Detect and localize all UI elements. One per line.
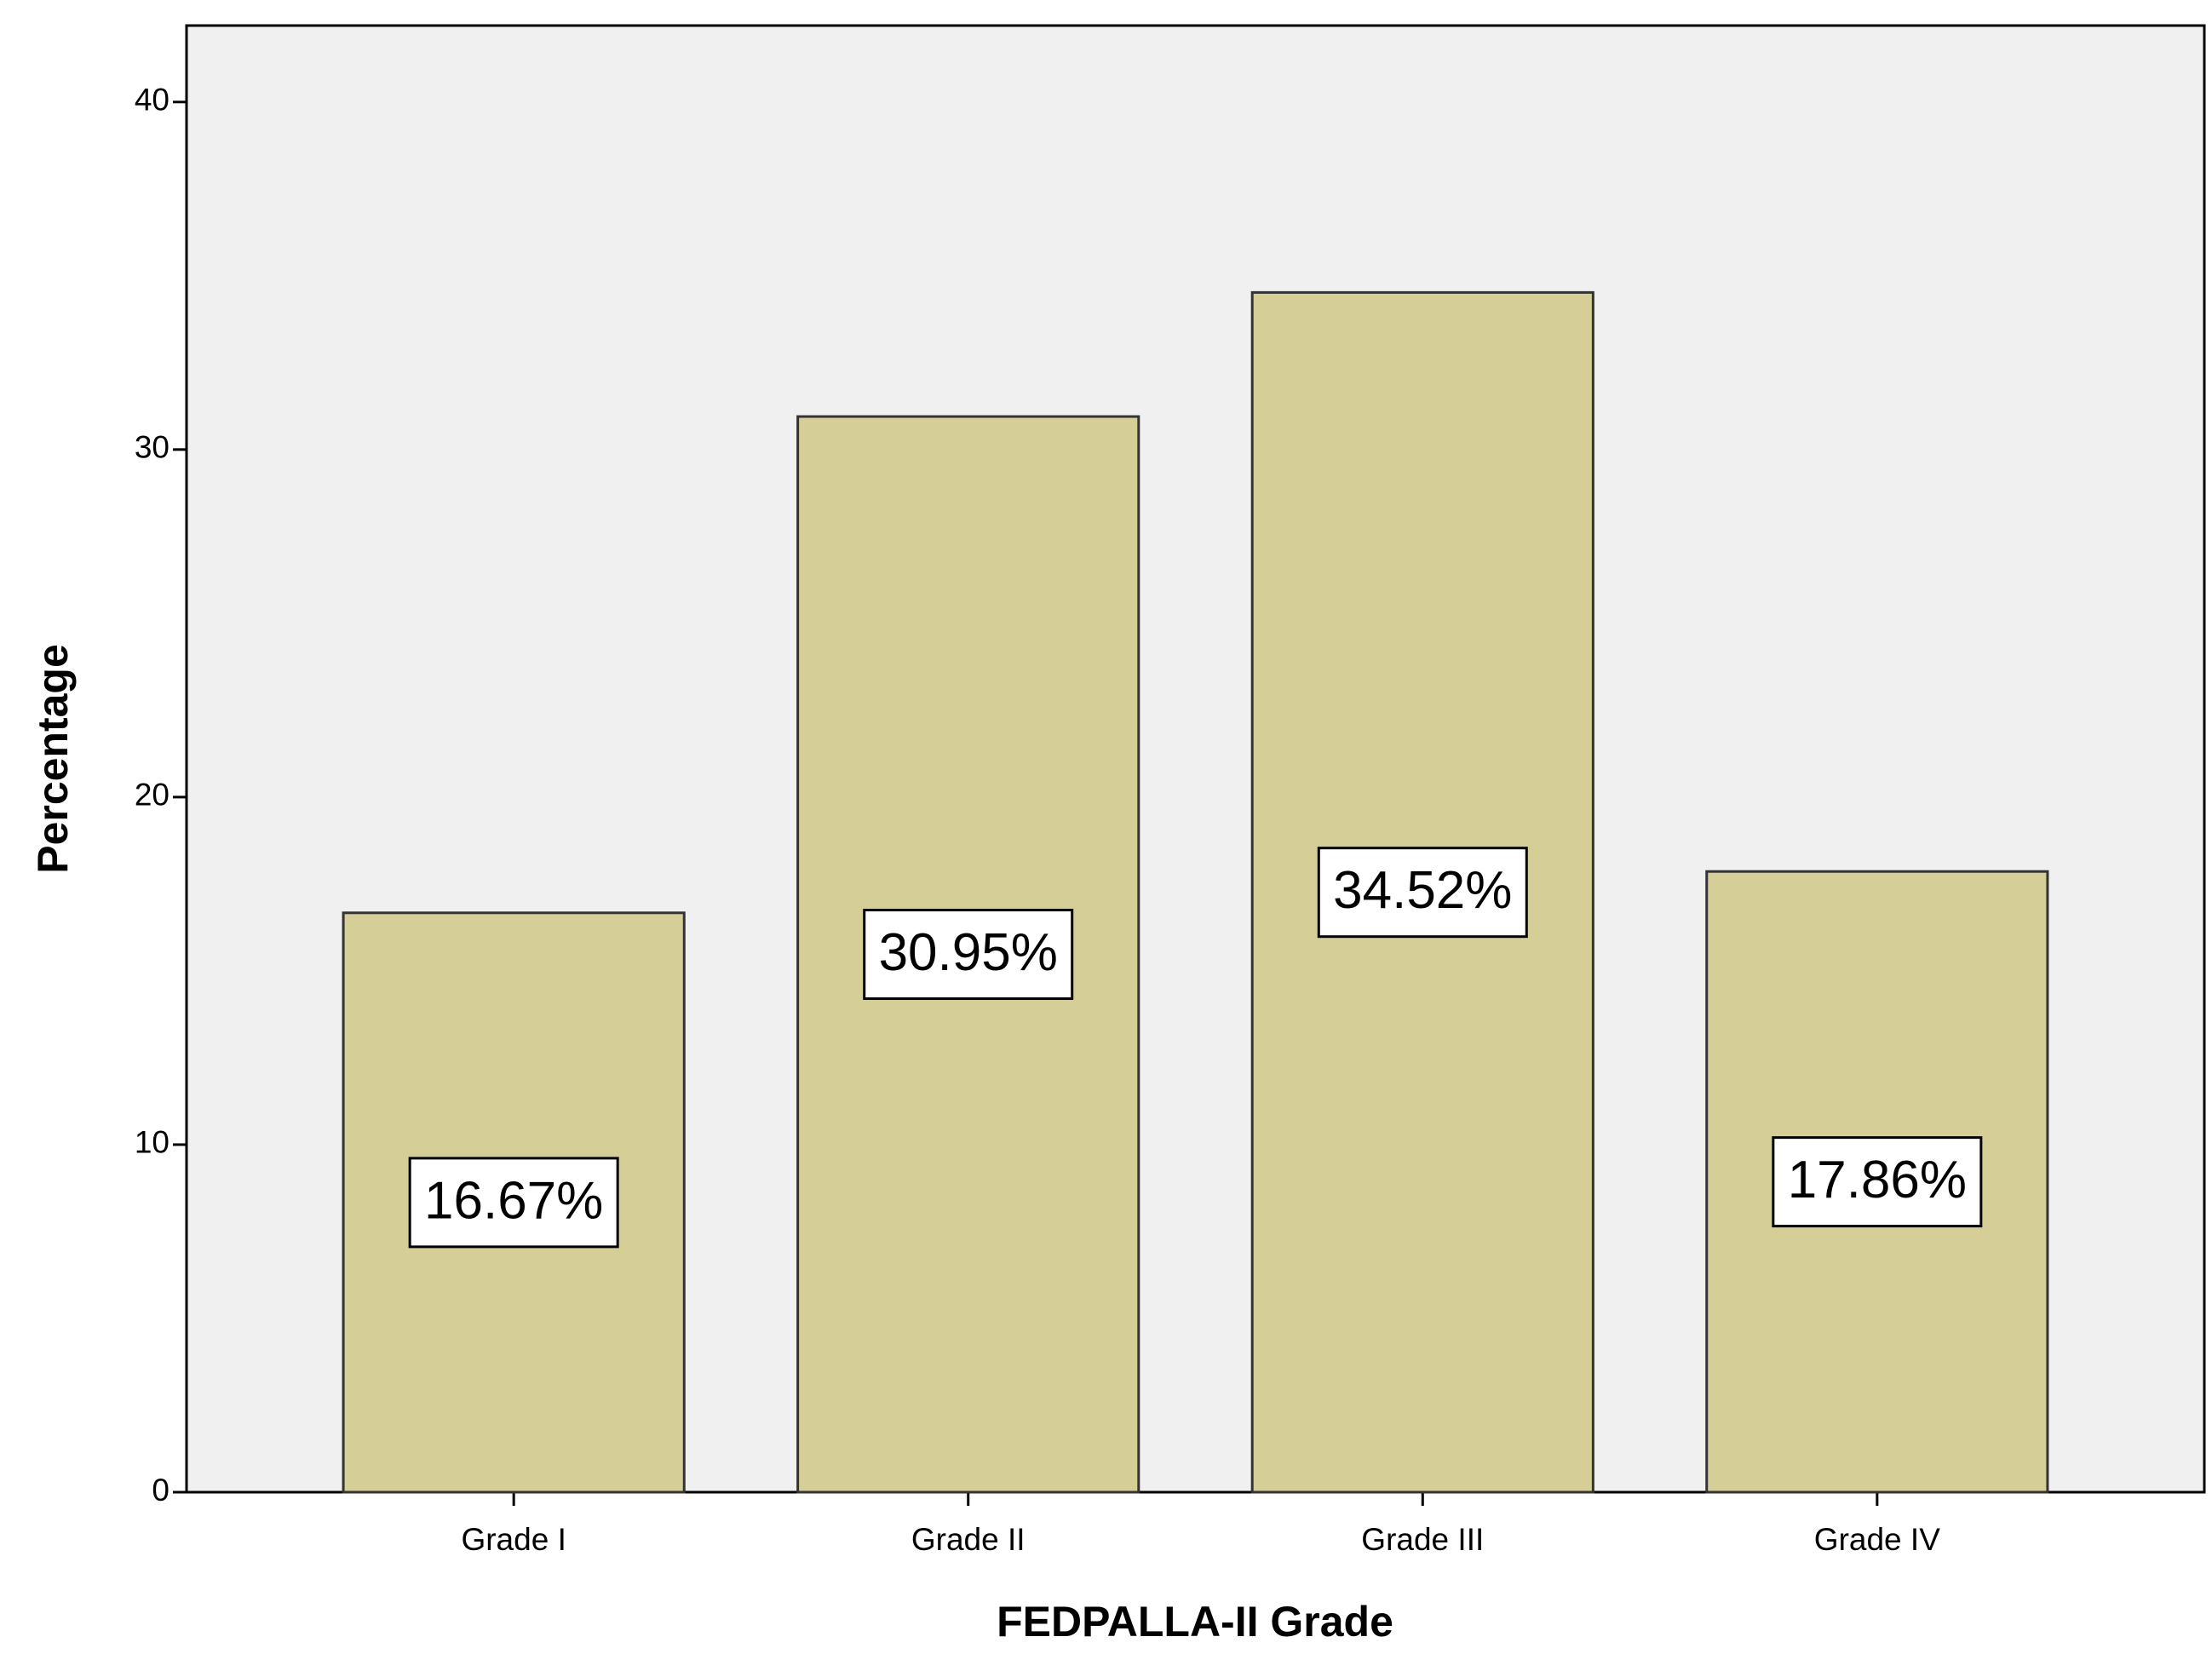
- x-tick-label: Grade III: [1361, 1522, 1484, 1557]
- x-tick-label: Grade II: [911, 1522, 1026, 1557]
- value-label-box: [863, 909, 1074, 1001]
- x-axis-title: FEDPALLA-II Grade: [997, 1598, 1393, 1645]
- x-tick-label: Grade I: [461, 1522, 566, 1557]
- value-label-box: [408, 1157, 619, 1249]
- value-label: 17.86%: [1788, 1151, 1967, 1209]
- y-tick-label: 30: [135, 430, 169, 465]
- value-label: 16.67%: [424, 1171, 603, 1230]
- y-tick-label: 20: [135, 778, 169, 813]
- y-tick-label: 0: [152, 1473, 169, 1508]
- y-tick-label: 40: [135, 83, 169, 118]
- value-label: 30.95%: [879, 923, 1058, 982]
- value-label-box: [1772, 1136, 1983, 1228]
- y-axis-title: Percentage: [29, 644, 77, 874]
- value-label: 34.52%: [1333, 861, 1512, 920]
- value-label-box: [1317, 847, 1528, 939]
- x-tick-label: Grade IV: [1814, 1522, 1940, 1557]
- y-tick-label: 10: [135, 1125, 169, 1160]
